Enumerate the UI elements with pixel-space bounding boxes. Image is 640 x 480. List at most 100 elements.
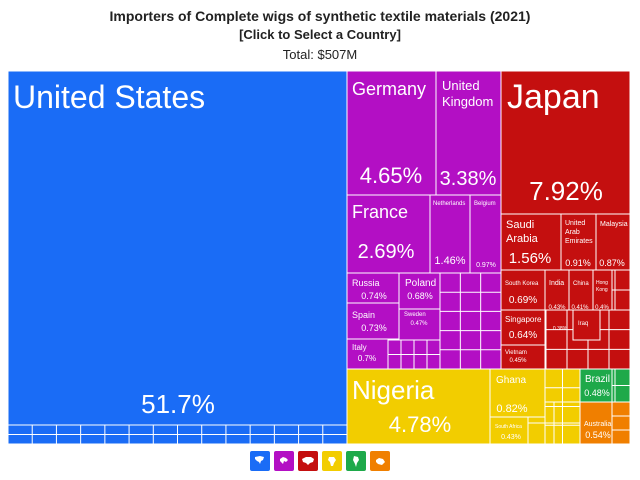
tile-label-sweden: Sweden: [404, 312, 426, 318]
asia-icon: [302, 457, 314, 465]
legend-oceania[interactable]: [370, 451, 390, 471]
tile-label-hong-kong: Hong: [596, 280, 608, 286]
tile-label-germany: Germany: [352, 79, 426, 99]
tile-nigeria[interactable]: Nigeria 4.78%: [346, 368, 491, 445]
tile-india[interactable]: India 0.43%: [544, 269, 570, 311]
tile-sweden[interactable]: Sweden 0.47%: [398, 308, 441, 341]
tile-rect-iraq: [572, 309, 601, 341]
tile-value-australia: 0.54%: [585, 430, 611, 440]
tile-malaysia[interactable]: Malaysia 0.87%: [595, 213, 631, 271]
tile-china[interactable]: China 0.41%: [568, 269, 594, 311]
tile-rect-france: [346, 194, 431, 274]
tile-rect-nigeria: [346, 368, 491, 445]
tile-label-line2-united-kingdom: Kingdom: [442, 94, 493, 109]
legend-asia[interactable]: [298, 451, 318, 471]
region-legend: [0, 451, 640, 471]
tile-label-russia: Russia: [352, 278, 380, 288]
oceania-icon: [376, 458, 385, 465]
select-country-prompt[interactable]: [Click to Select a Country]: [239, 27, 401, 42]
tile-saudi-arabia[interactable]: Saudi Arabia 1.56%: [500, 213, 562, 271]
tile-australia[interactable]: Australia 0.54%: [579, 401, 613, 445]
tile-rect-india: [544, 269, 570, 311]
tile-value-belgium: 0.97%: [476, 262, 496, 269]
tile-label-australia: Australia: [584, 421, 611, 428]
tile-value-italy: 0.7%: [358, 354, 376, 363]
tile-label-spain: Spain: [352, 310, 375, 320]
tile-rect-hong-kong: [592, 269, 613, 311]
legend-africa[interactable]: [322, 451, 342, 471]
tile-value-saudi-arabia: 1.56%: [509, 250, 552, 267]
tile-rect-saudi-arabia: [500, 213, 562, 271]
tile-russia[interactable]: Russia 0.74%: [346, 272, 400, 304]
tile-label-united-states: United States: [13, 79, 205, 115]
tile-rect-belgium: [469, 194, 502, 274]
tile-value-united-arab-emirates: 0.91%: [565, 258, 591, 268]
tile-label-belgium: Belgium: [474, 201, 496, 207]
tile-ghana[interactable]: Ghana 0.82%: [489, 368, 546, 418]
tile-south-africa[interactable]: South Africa 0.43%: [489, 416, 529, 445]
tile-label-line3-united-arab-emirates: Emirates: [565, 238, 593, 245]
tile-south-korea[interactable]: South Korea 0.69%: [500, 269, 546, 311]
tile-rect-malaysia: [595, 213, 631, 271]
tile-rect-united-arab-emirates: [560, 213, 597, 271]
tile-label-line2-hong-kong: Kong: [596, 287, 608, 293]
tile-label-vietnam: Vietnam: [505, 350, 527, 356]
legend-south-america[interactable]: [346, 451, 366, 471]
tile-rect-south-korea: [500, 269, 546, 311]
tile-label-nigeria: Nigeria: [352, 375, 435, 405]
europe-icon: [280, 457, 288, 464]
legend-europe[interactable]: [274, 451, 294, 471]
tile-value-united-kingdom: 3.38%: [440, 168, 497, 190]
tile-brazil[interactable]: Brazil 0.48%: [579, 368, 613, 403]
tile-rect-netherlands: [429, 194, 471, 274]
tile-singapore[interactable]: Singapore 0.64%: [500, 309, 546, 346]
tile-france[interactable]: France 2.69%: [346, 194, 431, 274]
tile-rect-italy: [346, 338, 389, 370]
tile-label-line2-united-arab-emirates: Arab: [565, 229, 580, 236]
tile-label-line2-saudi-arabia: Arabia: [506, 233, 539, 245]
total-value: Total: $507M: [282, 47, 358, 62]
tile-value-united-states: 51.7%: [141, 389, 215, 419]
tile-rect-australia: [579, 401, 613, 445]
tile-rect-brazil: [579, 368, 613, 403]
tile-label-france: France: [352, 202, 408, 222]
tile-vietnam[interactable]: Vietnam 0.45%: [500, 344, 546, 370]
tile-poland[interactable]: Poland 0.68%: [398, 272, 441, 310]
tile-rect-united-states: [7, 70, 348, 426]
tile-rect-united-kingdom: [435, 70, 502, 196]
tile-value-iraq: 0.38%: [553, 326, 568, 332]
tile-label-netherlands: Netherlands: [433, 201, 465, 207]
tile-iraq[interactable]: Iraq 0.38%: [553, 309, 601, 341]
tile-value-south-africa: 0.43%: [501, 434, 521, 441]
tile-spain[interactable]: Spain 0.73%: [346, 302, 400, 340]
tile-rect-sweden: [398, 308, 441, 341]
tile-japan[interactable]: Japan 7.92%: [500, 70, 631, 215]
tile-rect-china: [568, 269, 594, 311]
legend-north-america[interactable]: [250, 451, 270, 471]
tile-united-arab-emirates[interactable]: United Arab Emirates 0.91%: [560, 213, 597, 271]
tile-rect-south-africa: [489, 416, 529, 445]
country-tiles[interactable]: United States51.7%Germany4.65%UnitedKing…: [7, 70, 631, 445]
tile-united-states[interactable]: United States 51.7%: [7, 70, 348, 426]
tile-value-nigeria: 4.78%: [389, 412, 451, 437]
tile-italy[interactable]: Italy 0.7%: [346, 338, 389, 370]
tile-label-malaysia: Malaysia: [600, 221, 628, 228]
tile-label-south-korea: South Korea: [505, 281, 539, 287]
tile-value-singapore: 0.64%: [509, 330, 537, 341]
tile-belgium[interactable]: Belgium 0.97%: [469, 194, 502, 274]
tile-germany[interactable]: Germany 4.65%: [346, 70, 437, 196]
tile-netherlands[interactable]: Netherlands 1.46%: [429, 194, 471, 274]
tile-label-italy: Italy: [352, 343, 367, 352]
tile-label-brazil: Brazil: [585, 374, 610, 385]
tile-label-ghana: Ghana: [496, 375, 526, 386]
tile-value-netherlands: 1.46%: [434, 255, 465, 267]
tile-value-malaysia: 0.87%: [599, 258, 625, 268]
tile-value-sweden: 0.47%: [410, 321, 428, 327]
tile-label-japan: Japan: [507, 78, 600, 116]
tile-value-china: 0.41%: [571, 305, 589, 311]
tile-value-germany: 4.65%: [360, 163, 422, 188]
tile-label-iraq: Iraq: [578, 321, 588, 327]
